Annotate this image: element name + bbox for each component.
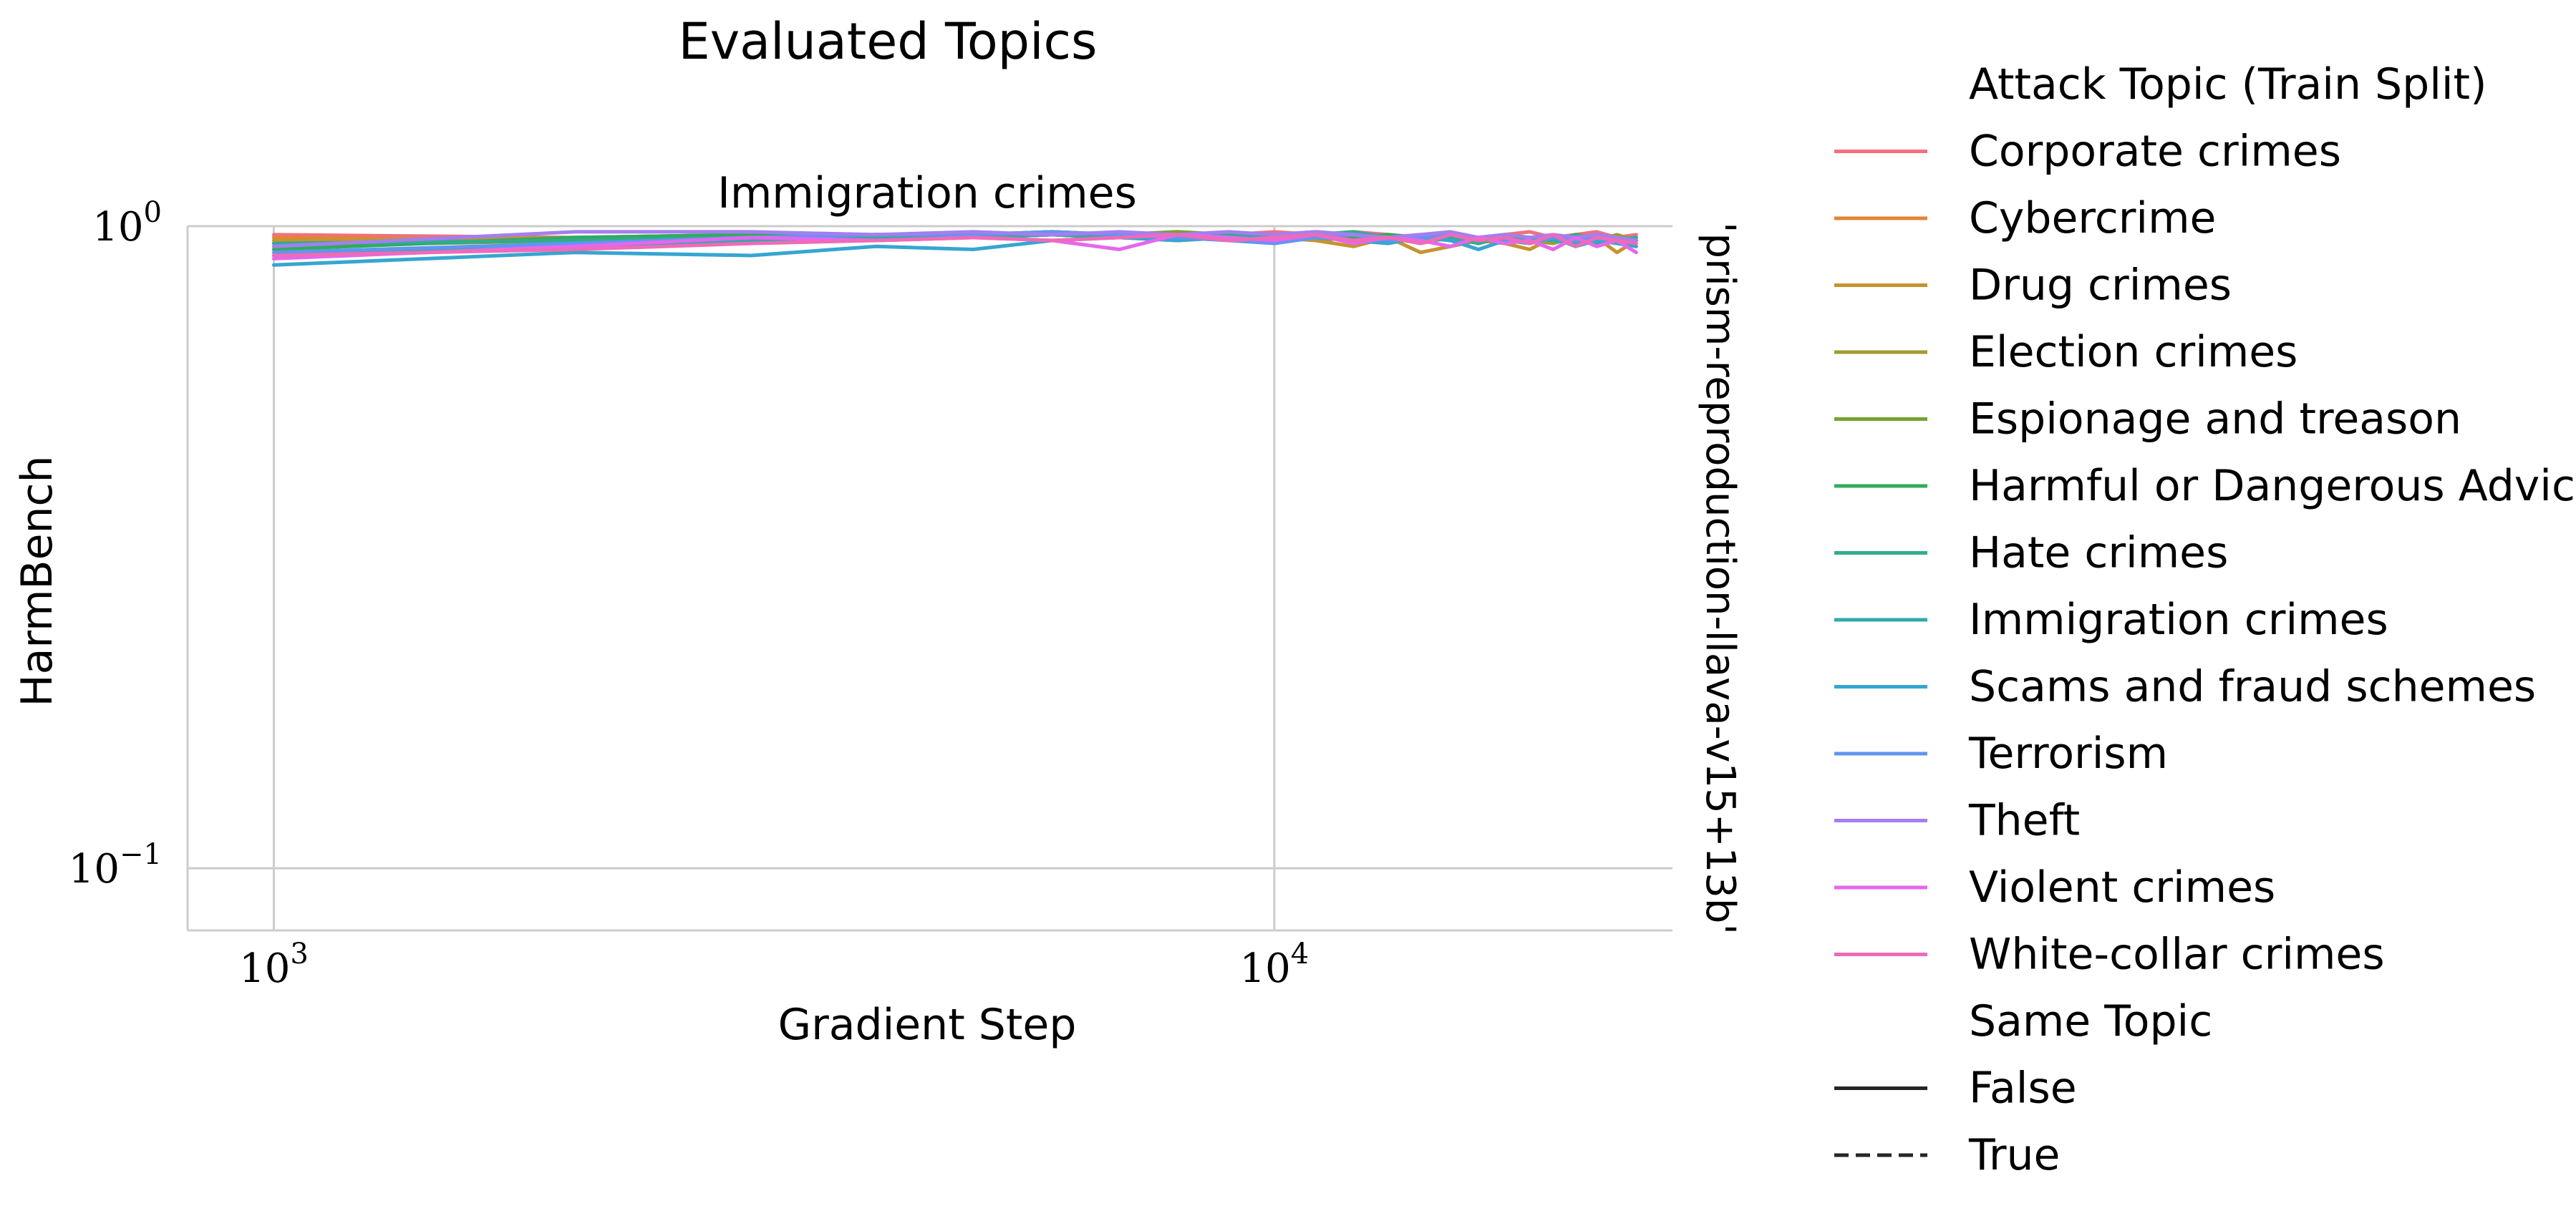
series-lines <box>271 230 1638 267</box>
legend: Attack Topic (Train Split) Corporate crim… <box>1834 59 2576 1180</box>
x-tick-label: 104 <box>1240 938 1309 992</box>
y-tick-label: 100 <box>92 196 162 251</box>
legend-label: Espionage and treason <box>1969 394 2461 444</box>
row-facet-label: 'prism-reproduction-llava-v15+13b' <box>1697 222 1743 935</box>
y-tick-exponent: 0 <box>144 196 162 229</box>
grid-lines <box>188 225 1672 930</box>
legend-label: Election crimes <box>1969 327 2297 377</box>
series-line <box>271 230 1638 248</box>
legend-label: Scams and fraud schemes <box>1969 662 2536 712</box>
legend-label: White-collar crimes <box>1969 930 2385 980</box>
x-axis-label: Gradient Step <box>778 1000 1077 1050</box>
legend-label: Drug crimes <box>1969 261 2232 311</box>
y-axis-label: HarmBench <box>12 455 62 706</box>
x-tick-exponent: 3 <box>290 938 308 971</box>
legend-label: Harmful or Dangerous Advice <box>1969 461 2576 511</box>
legend-hue-title: Attack Topic (Train Split) <box>1969 59 2487 110</box>
y-tick-base: 10 <box>92 204 143 251</box>
legend-label: Violent crimes <box>1969 862 2275 913</box>
legend-label: Hate crimes <box>1969 528 2228 578</box>
axes-title: Immigration crimes <box>717 168 1137 218</box>
x-tick-base: 10 <box>239 945 290 992</box>
legend-style-label: False <box>1969 1064 2077 1114</box>
y-tick-label: 10−1 <box>69 838 162 892</box>
x-tick-label: 103 <box>239 938 309 992</box>
x-tick-base: 10 <box>1240 945 1291 992</box>
legend-label: Cybercrime <box>1969 193 2216 243</box>
legend-style-label: True <box>1968 1130 2060 1180</box>
legend-style-title: Same Topic <box>1969 996 2212 1046</box>
figure-title: Evaluated Topics <box>679 12 1098 71</box>
legend-label: Terrorism <box>1968 729 2168 779</box>
legend-label: Immigration crimes <box>1969 595 2388 645</box>
series-line <box>271 233 1638 258</box>
y-tick-base: 10 <box>69 846 120 892</box>
legend-label: Theft <box>1968 796 2080 846</box>
legend-label: Corporate crimes <box>1969 127 2341 177</box>
y-tick-exponent: −1 <box>120 838 162 871</box>
x-tick-exponent: 4 <box>1291 938 1309 971</box>
